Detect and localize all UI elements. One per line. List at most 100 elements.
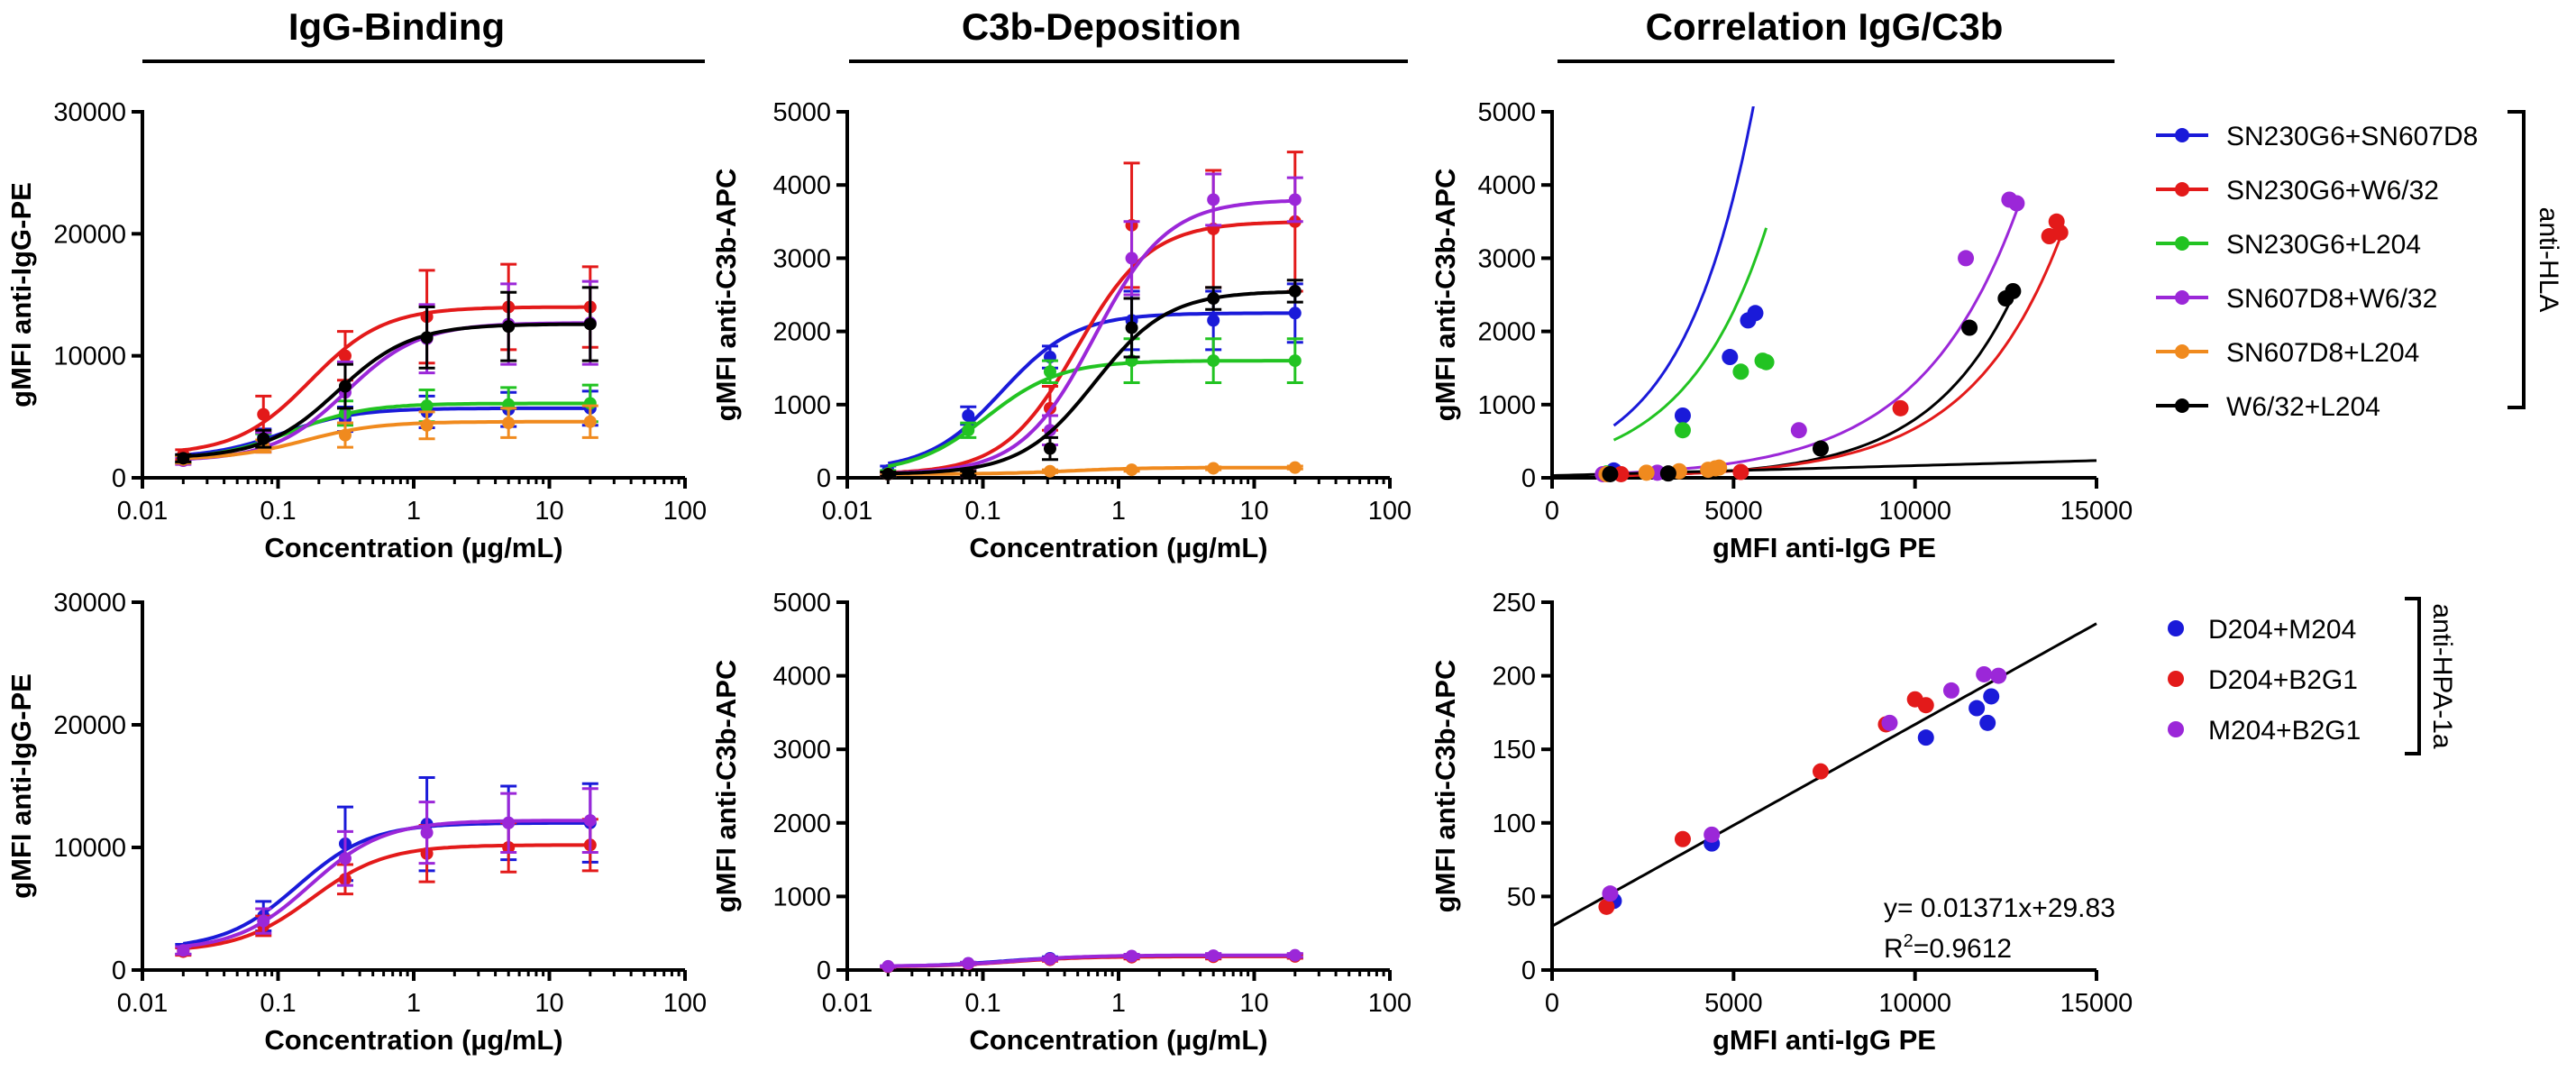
data-point — [338, 349, 352, 362]
data-point — [1602, 885, 1619, 902]
x-tick-label: 0.1 — [964, 497, 1000, 526]
data-point — [583, 415, 597, 428]
x-tick-label: 1 — [406, 989, 421, 1018]
data-point — [1288, 948, 1302, 962]
fit-curve — [887, 359, 1295, 469]
y-tick-label: 1000 — [1477, 391, 1536, 420]
y-tick-label: 50 — [1507, 883, 1536, 911]
regression-r-squared: R2=0.9612 — [1884, 931, 2012, 964]
y-axis-label: gMFI anti-IgG-PE — [5, 673, 37, 899]
data-point — [583, 814, 597, 828]
regression-equation: y= 0.01371x+29.83 — [1884, 893, 2115, 923]
x-tick-label: 10000 — [1878, 497, 1951, 526]
bracket-hla-line — [2507, 110, 2526, 409]
legend-item-m204-b2g1: M204+B2G1 — [2168, 716, 2361, 746]
legend-item-sn230g6-l204: SN230G6+L204 — [2156, 230, 2421, 260]
x-tick-label: 1 — [406, 497, 421, 526]
data-point — [1207, 314, 1220, 327]
y-tick-label: 0 — [112, 464, 126, 493]
legend-item-d204-m204: D204+M204 — [2168, 615, 2356, 645]
data-point — [338, 852, 352, 865]
x-tick-label: 10 — [1239, 989, 1268, 1018]
data-point — [177, 944, 190, 957]
data-point — [1758, 353, 1775, 371]
y-tick-label: 0 — [112, 957, 126, 985]
fit-curve — [183, 843, 590, 951]
fit-curve — [888, 220, 1295, 475]
data-point — [1881, 714, 1898, 731]
axes: 0 1000 2000 3000 4000 5000 0.01 0.1 1 10 100 Concen… — [710, 589, 1411, 1056]
series-w6-32-l204 — [1602, 282, 2022, 482]
data-point — [1288, 307, 1302, 320]
axes: 0 1000 2000 3000 4000 5000 0 5000 10000 15000 gMFI… — [1430, 98, 2133, 563]
data-point — [1722, 349, 1739, 366]
x-tick-label: 100 — [1368, 497, 1411, 526]
series-w6-32-l204 — [880, 279, 1303, 481]
x-tick-label: 0.01 — [822, 497, 872, 526]
series-d204-m204 — [1605, 688, 2000, 910]
y-tick-label: 5000 — [772, 589, 831, 618]
panel-hla-c3b-deposition: 0 1000 2000 3000 4000 5000 0.01 0.1 1 10 100 Concen… — [710, 98, 1411, 563]
data-point — [1961, 319, 1978, 336]
fit-curve — [1606, 287, 2018, 478]
data-point — [1125, 949, 1138, 963]
r2-prefix: R — [1884, 934, 1904, 964]
bracket-anti-hla: anti-HLA — [2507, 110, 2563, 409]
data-point — [1207, 949, 1220, 963]
legend-marker — [2168, 620, 2184, 636]
x-tick-label: 100 — [663, 989, 707, 1018]
data-point — [1674, 407, 1691, 424]
data-point — [1638, 464, 1655, 481]
y-tick-label: 30000 — [53, 589, 126, 618]
legend-label: M204+B2G1 — [2208, 716, 2361, 746]
legend-marker — [2175, 344, 2189, 359]
y-tick-label: 2000 — [772, 810, 831, 838]
data-point — [257, 432, 270, 445]
data-point — [1732, 363, 1749, 380]
fit-curve — [888, 289, 1295, 476]
data-point — [1125, 252, 1138, 265]
legend-marker — [2168, 671, 2184, 687]
axes: 0 10000 20000 30000 0.01 0.1 1 10 100 Concentrati… — [5, 98, 707, 563]
data-point — [257, 914, 270, 928]
fit-curve — [183, 321, 590, 462]
legend-label: D204+B2G1 — [2208, 665, 2358, 695]
panel-hla-correlation: 0 1000 2000 3000 4000 5000 0 5000 10000 15000 gMFI… — [1430, 98, 2133, 563]
x-tick-label: 10000 — [1878, 989, 1951, 1018]
data-point — [502, 320, 516, 334]
data-point — [177, 452, 190, 465]
data-point — [1704, 826, 1721, 843]
data-point — [502, 416, 516, 430]
panel-hpa-correlation: 0 50 100 150 200 250 0 5000 10000 15000 gMFI anti-… — [1430, 589, 2133, 1056]
fit-curve — [183, 419, 590, 461]
y-tick-label: 5000 — [772, 98, 831, 127]
data-point — [1288, 461, 1302, 474]
series-sn230g6-w6-32 — [880, 151, 1303, 481]
series-sn230g6-l204 — [1598, 352, 1775, 482]
x-tick-label: 10 — [1239, 497, 1268, 526]
data-point — [1674, 422, 1691, 439]
legend-label: SN607D8+W6/32 — [2226, 284, 2437, 314]
data-point — [338, 428, 352, 442]
y-axis-label: gMFI anti-C3b-APC — [1430, 169, 1461, 422]
data-point — [1043, 365, 1056, 379]
data-point — [1598, 898, 1615, 915]
data-point — [1043, 952, 1056, 966]
legend-label: SN230G6+SN607D8 — [2226, 122, 2478, 151]
data-point — [1125, 463, 1138, 477]
data-point — [583, 317, 597, 331]
legend-anti-hla: SN230G6+SN607D8 SN230G6+W6/32 SN230G6+L204… — [2156, 122, 2478, 422]
data-point — [1711, 459, 1728, 476]
bracket-hpa-label: anti-HPA-1a — [2427, 603, 2457, 748]
y-tick-label: 0 — [817, 957, 831, 985]
x-axis-label: Concentration (µg/mL) — [264, 1024, 562, 1056]
data-point — [257, 407, 270, 421]
data-point — [1207, 193, 1220, 206]
header-igg-binding: IgG-Binding — [288, 5, 505, 48]
legend-label: D204+M204 — [2208, 615, 2356, 645]
x-tick-label: 1 — [1111, 989, 1126, 1018]
bracket-anti-hpa: anti-HPA-1a — [2405, 597, 2457, 755]
x-tick-label: 100 — [663, 497, 707, 526]
data-point — [1892, 399, 1909, 416]
data-point — [1659, 465, 1676, 482]
